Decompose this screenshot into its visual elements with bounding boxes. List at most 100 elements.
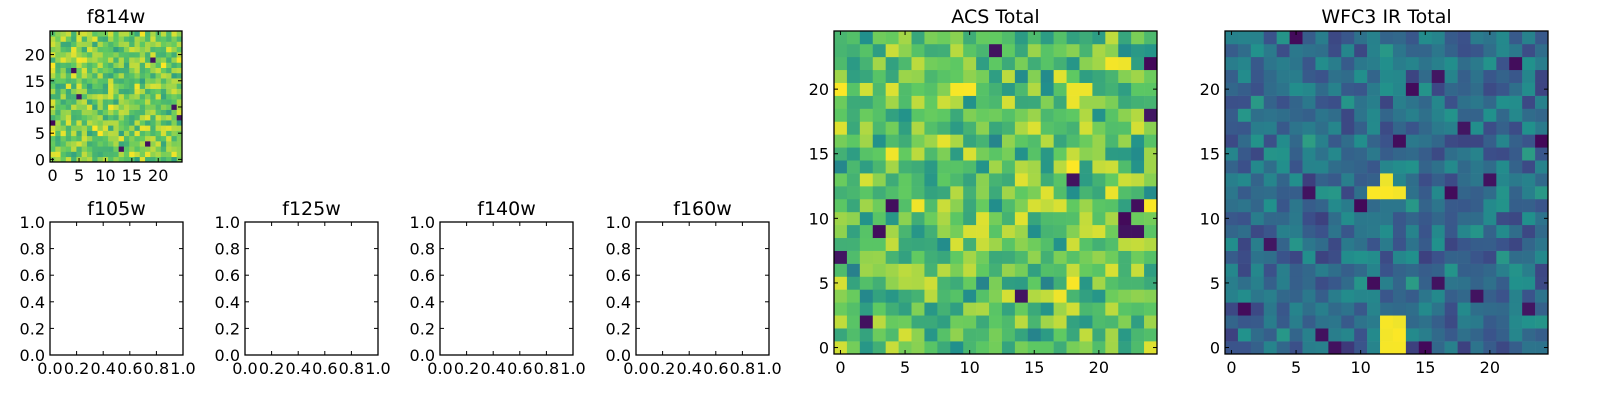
- heatmap-cell: [1289, 121, 1303, 135]
- heatmap-cell: [123, 51, 130, 58]
- heatmap-cell: [1457, 302, 1471, 316]
- heatmap-cell: [176, 135, 183, 142]
- heatmap-cell: [1367, 121, 1381, 135]
- heatmap-cell: [108, 83, 114, 89]
- heatmap-cell: [911, 147, 925, 161]
- heatmap-cell: [129, 72, 135, 79]
- heatmap-cell: [1509, 224, 1523, 239]
- heatmap-cell: [176, 141, 183, 147]
- heatmap-cell: [1001, 160, 1016, 174]
- heatmap-cell: [1496, 56, 1510, 71]
- y-tick-label: 0: [35, 150, 45, 169]
- heatmap-cell: [1367, 302, 1381, 316]
- heatmap-cell: [171, 51, 178, 58]
- heatmap-cell: [1341, 328, 1355, 342]
- heatmap-cell: [1418, 173, 1433, 187]
- heatmap-cell: [145, 114, 151, 121]
- heatmap-cell: [1066, 211, 1080, 226]
- heatmap-cell: [113, 99, 119, 105]
- heatmap-cell: [859, 211, 874, 226]
- heatmap-cell: [1144, 108, 1158, 122]
- heatmap-cell: [872, 289, 886, 303]
- y-tick-label: 0.8: [20, 240, 45, 259]
- heatmap-cell: [134, 83, 141, 89]
- heatmap-cell: [1354, 31, 1368, 45]
- heatmap-cell: [55, 41, 61, 48]
- heatmap-cell: [937, 56, 951, 71]
- heatmap-cell: [1496, 250, 1510, 264]
- heatmap-cell: [898, 211, 912, 226]
- heatmap-cell: [76, 83, 82, 89]
- heatmap-cell: [1001, 289, 1016, 303]
- heatmap-cell: [1092, 289, 1106, 303]
- heatmap-cell: [1263, 315, 1277, 329]
- heatmap-cell: [1354, 56, 1368, 71]
- heatmap-cell: [171, 156, 178, 163]
- heatmap-cell: [129, 36, 135, 42]
- heatmap-cell: [60, 109, 67, 116]
- heatmap-cell: [846, 108, 861, 122]
- heatmap-cell: [937, 263, 951, 277]
- heatmap-cell: [118, 109, 125, 116]
- heatmap-cell: [1027, 147, 1042, 161]
- heatmap-cell: [1289, 237, 1303, 251]
- heatmap-cell: [924, 134, 938, 148]
- heatmap-cell: [976, 289, 990, 303]
- heatmap-cell: [859, 186, 874, 200]
- heatmap-cell: [989, 108, 1003, 122]
- heatmap-cell: [60, 72, 67, 79]
- heatmap-cell: [1144, 302, 1158, 316]
- heatmap-cell: [1001, 108, 1016, 122]
- heatmap-cell: [1405, 56, 1420, 71]
- heatmap-cell: [1105, 198, 1119, 213]
- heatmap-cell: [1418, 108, 1433, 122]
- heatmap-cell: [1302, 69, 1316, 83]
- heatmap-cell: [76, 41, 82, 48]
- heatmap-cell: [1405, 289, 1420, 303]
- heatmap-cell: [71, 46, 77, 53]
- heatmap-cell: [1066, 224, 1080, 239]
- heatmap-cell: [963, 211, 977, 226]
- heatmap-cell: [1066, 186, 1080, 200]
- heatmap-cell: [1079, 315, 1093, 329]
- heatmap-cell: [129, 51, 135, 58]
- heatmap-cell: [92, 109, 98, 116]
- heatmap-cell: [989, 31, 1003, 45]
- heatmap-cell: [118, 57, 125, 63]
- heatmap-cell: [1053, 224, 1067, 239]
- heatmap-cell: [55, 62, 61, 68]
- heatmap-cell: [1131, 173, 1145, 187]
- heatmap-cell: [872, 160, 886, 174]
- heatmap-cell: [113, 120, 119, 126]
- heatmap-cell: [885, 289, 899, 303]
- heatmap-cell: [1040, 237, 1054, 251]
- heatmap-cell: [1092, 198, 1106, 213]
- heatmap-cell: [118, 62, 125, 68]
- heatmap-cell: [171, 146, 178, 152]
- heatmap-cell: [55, 93, 61, 100]
- heatmap-cell: [1341, 160, 1355, 174]
- heatmap-cell: [937, 160, 951, 174]
- heatmap-cell: [1092, 237, 1106, 251]
- heatmap-cell: [1367, 173, 1381, 187]
- heatmap-cell: [1276, 250, 1290, 264]
- heatmap-cell: [1001, 315, 1016, 329]
- heatmap-cell: [859, 160, 874, 174]
- heatmap-cell: [1444, 69, 1458, 83]
- heatmap-cell: [1027, 108, 1042, 122]
- heatmap-cell: [1250, 302, 1265, 316]
- heatmap-cell: [1053, 95, 1067, 109]
- heatmap-cell: [1040, 302, 1054, 316]
- heatmap-cell: [846, 56, 861, 71]
- heatmap-cell: [1470, 95, 1484, 109]
- heatmap-cell: [160, 46, 167, 53]
- heatmap-cell: [885, 160, 899, 174]
- heatmap-cell: [1105, 250, 1119, 264]
- heatmap-cell: [1027, 211, 1042, 226]
- heatmap-cell: [834, 263, 848, 277]
- heatmap-cell: [1418, 121, 1433, 135]
- heatmap-cell: [963, 31, 977, 45]
- heatmap-cell: [1302, 289, 1316, 303]
- heatmap-cell: [97, 36, 104, 42]
